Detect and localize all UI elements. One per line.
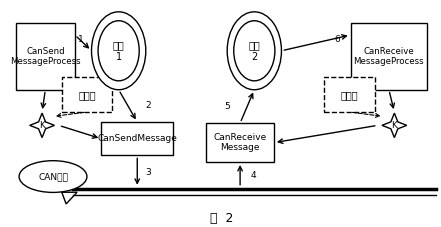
Ellipse shape [227, 12, 281, 90]
Text: K: K [39, 121, 45, 130]
Polygon shape [382, 113, 407, 138]
Text: 队列
1: 队列 1 [113, 40, 124, 62]
Text: 5: 5 [224, 102, 230, 111]
Polygon shape [62, 192, 77, 204]
Bar [351, 23, 427, 90]
Ellipse shape [92, 12, 146, 90]
Text: CanSendMessage: CanSendMessage [97, 134, 177, 143]
Text: 4: 4 [250, 171, 256, 180]
Polygon shape [30, 113, 54, 138]
Text: 3: 3 [146, 168, 151, 177]
Bar [62, 77, 112, 112]
Text: 1: 1 [78, 35, 83, 44]
Text: CanSend
MessageProcess: CanSend MessageProcess [10, 47, 81, 66]
Ellipse shape [19, 161, 87, 192]
Text: 2: 2 [146, 101, 151, 110]
Bar [101, 122, 173, 155]
Bar [324, 77, 375, 112]
Text: 信号量: 信号量 [78, 90, 96, 100]
Text: CAN总线: CAN总线 [38, 172, 68, 181]
Text: 信号量: 信号量 [341, 90, 358, 100]
Text: 队列
2: 队列 2 [248, 40, 260, 62]
Text: CanReceive
MessageProcess: CanReceive MessageProcess [354, 47, 424, 66]
Text: CanReceive
Message: CanReceive Message [213, 133, 267, 152]
Text: 图  2: 图 2 [210, 212, 233, 225]
Bar [16, 23, 75, 90]
Text: K: K [392, 121, 397, 130]
Text: 6: 6 [335, 35, 340, 44]
Bar [206, 123, 274, 162]
